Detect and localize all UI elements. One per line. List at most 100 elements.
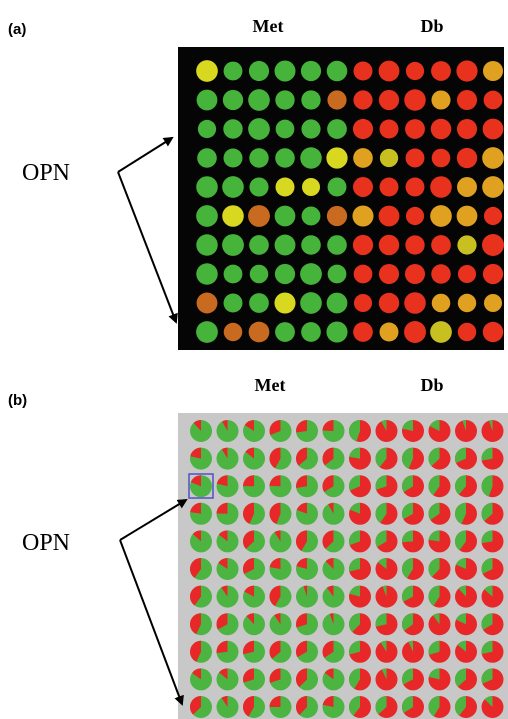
spot — [431, 235, 451, 255]
spot — [248, 118, 270, 140]
arrow — [118, 172, 176, 322]
spot — [483, 119, 504, 140]
spot — [379, 90, 399, 110]
spot — [327, 90, 346, 109]
spot — [223, 119, 242, 138]
spot — [458, 323, 476, 341]
spot — [432, 294, 451, 313]
spot — [224, 62, 243, 81]
spot — [404, 292, 426, 314]
spot — [379, 61, 400, 82]
spot — [301, 119, 320, 138]
spot — [326, 147, 347, 168]
panel-a: (a) Met Db OPN — [8, 16, 504, 350]
spot — [482, 147, 504, 169]
spot — [302, 178, 320, 196]
spot — [380, 178, 399, 197]
spot — [196, 321, 218, 343]
spot — [224, 294, 243, 313]
spot — [222, 205, 244, 227]
spot — [430, 205, 452, 227]
spot — [196, 234, 217, 255]
spot — [404, 321, 426, 343]
group-label: Db — [420, 375, 443, 395]
spot — [276, 178, 295, 197]
figure: (a) Met Db OPN (b) Met Db OPN — [0, 0, 508, 719]
spot — [274, 292, 295, 313]
spot — [482, 176, 504, 198]
spot — [249, 61, 269, 81]
spot — [457, 90, 477, 110]
spot — [354, 294, 372, 312]
spot — [275, 90, 294, 109]
spot — [300, 292, 322, 314]
spot — [197, 90, 218, 111]
spot — [198, 120, 216, 138]
spot — [483, 61, 503, 81]
spot — [484, 207, 502, 225]
spot — [458, 294, 476, 312]
spot — [484, 294, 502, 312]
spot — [196, 263, 217, 284]
spot — [457, 235, 476, 254]
annotation: OPN — [22, 160, 70, 186]
spot — [431, 264, 450, 283]
spot — [275, 322, 295, 342]
spot — [457, 177, 477, 197]
spot — [354, 265, 373, 284]
spot — [457, 148, 477, 168]
spot — [406, 149, 425, 168]
spot — [405, 119, 425, 139]
spot — [406, 178, 425, 197]
spot — [380, 323, 399, 342]
spot — [222, 234, 244, 256]
spot — [196, 176, 218, 198]
spot — [380, 120, 399, 139]
spot — [301, 235, 321, 255]
spot — [249, 293, 269, 313]
spot — [248, 205, 270, 227]
panel-b: (b) Met Db OPN — [8, 375, 508, 719]
spot — [379, 235, 399, 255]
spot — [249, 148, 268, 167]
spot — [353, 119, 373, 139]
spot — [353, 90, 372, 109]
spot — [301, 90, 320, 109]
spot — [196, 60, 218, 82]
panel-label: (a) — [8, 21, 26, 38]
group-label: Met — [253, 16, 284, 36]
spot — [300, 147, 322, 169]
spot — [484, 91, 503, 110]
spot — [224, 265, 243, 284]
spot — [223, 148, 242, 167]
arrow — [118, 138, 172, 172]
spot — [406, 62, 424, 80]
spot — [275, 206, 296, 227]
arrow — [120, 500, 186, 540]
spot — [276, 120, 295, 139]
spot — [327, 206, 347, 226]
spot — [328, 178, 347, 197]
spot — [430, 176, 452, 198]
spot — [248, 89, 270, 111]
spot — [275, 235, 296, 256]
spot — [197, 148, 217, 168]
spot — [275, 264, 295, 284]
spot — [457, 206, 478, 227]
spot — [224, 323, 243, 342]
spot — [196, 205, 218, 227]
spot — [379, 206, 400, 227]
spot — [483, 322, 503, 342]
spot — [250, 265, 269, 284]
spot — [431, 119, 452, 140]
annotation: OPN — [22, 530, 70, 556]
spot — [379, 293, 399, 313]
spot — [353, 322, 373, 342]
spot — [406, 207, 424, 225]
spot — [458, 265, 476, 283]
spot — [327, 61, 348, 82]
spot — [353, 235, 373, 255]
spot — [354, 62, 373, 81]
spot — [274, 60, 295, 81]
spot — [300, 263, 322, 285]
